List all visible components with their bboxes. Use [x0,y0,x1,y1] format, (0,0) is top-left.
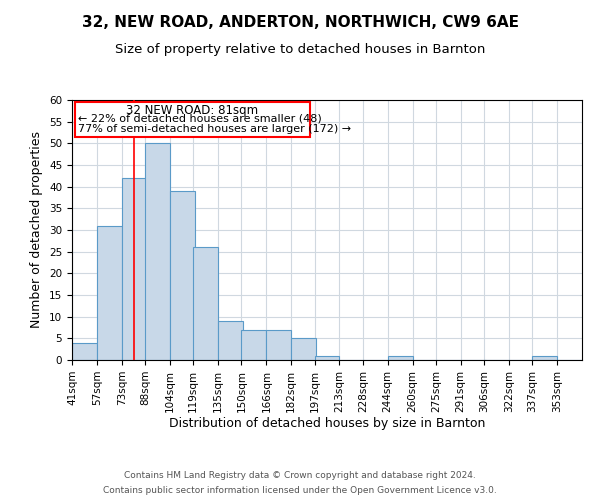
Bar [532,356,557,360]
Bar [145,144,170,360]
Text: Contains public sector information licensed under the Open Government Licence v3: Contains public sector information licen… [103,486,497,495]
Bar [218,321,243,360]
Bar [193,248,218,360]
Text: 32 NEW ROAD: 81sqm: 32 NEW ROAD: 81sqm [127,104,259,118]
Bar [241,330,266,360]
Text: Contains HM Land Registry data © Crown copyright and database right 2024.: Contains HM Land Registry data © Crown c… [124,471,476,480]
Bar [97,226,122,360]
Bar [291,338,316,360]
Bar [266,330,291,360]
Bar [170,191,195,360]
FancyBboxPatch shape [75,102,310,137]
Bar [122,178,146,360]
Text: 77% of semi-detached houses are larger (172) →: 77% of semi-detached houses are larger (… [78,124,352,134]
Bar [314,356,340,360]
Text: ← 22% of detached houses are smaller (48): ← 22% of detached houses are smaller (48… [78,114,322,124]
X-axis label: Distribution of detached houses by size in Barnton: Distribution of detached houses by size … [169,418,485,430]
Text: 32, NEW ROAD, ANDERTON, NORTHWICH, CW9 6AE: 32, NEW ROAD, ANDERTON, NORTHWICH, CW9 6… [82,15,518,30]
Text: Size of property relative to detached houses in Barnton: Size of property relative to detached ho… [115,42,485,56]
Bar [72,342,97,360]
Bar [388,356,413,360]
Y-axis label: Number of detached properties: Number of detached properties [31,132,43,328]
